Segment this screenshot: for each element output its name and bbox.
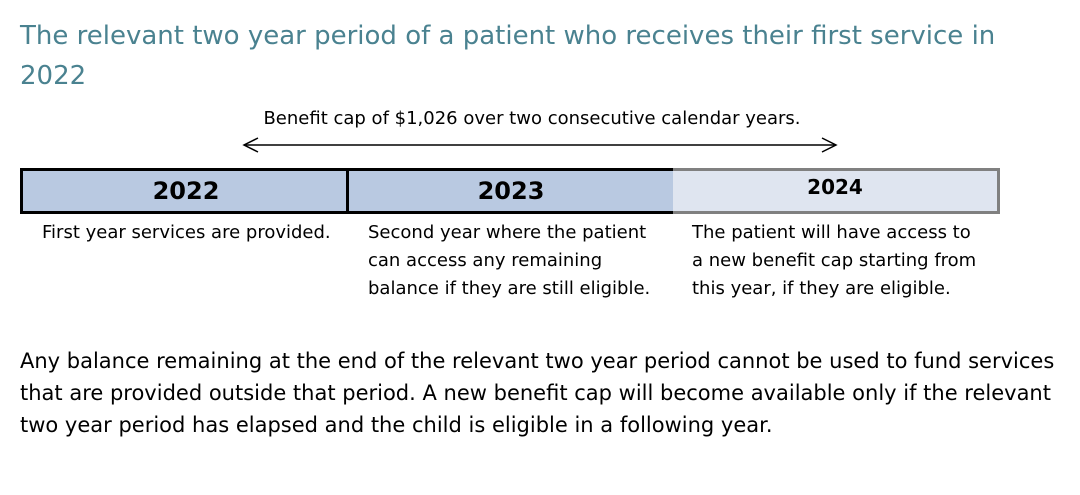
- year-box-2022: 2022: [20, 168, 349, 214]
- page-title: The relevant two year period of a patien…: [20, 21, 996, 91]
- year-description-2022: First year services are provided.: [42, 222, 331, 243]
- year-description-2024: The patient will have access to a new be…: [692, 222, 977, 299]
- year-box-2023: 2023: [346, 168, 676, 214]
- benefit-span-label: Benefit cap of $1,026 over two consecuti…: [263, 108, 801, 129]
- double-headed-arrow-icon: [242, 137, 838, 153]
- year-box-2024: 2024: [673, 168, 1000, 214]
- year-description-2023: Second year where the patient can access…: [368, 222, 651, 299]
- benefit-span: Benefit cap of $1,026 over two consecuti…: [242, 105, 842, 155]
- balance-note: Any balance remaining at the end of the …: [20, 349, 1055, 437]
- year-timeline: 2022 2023 2024: [20, 168, 1000, 214]
